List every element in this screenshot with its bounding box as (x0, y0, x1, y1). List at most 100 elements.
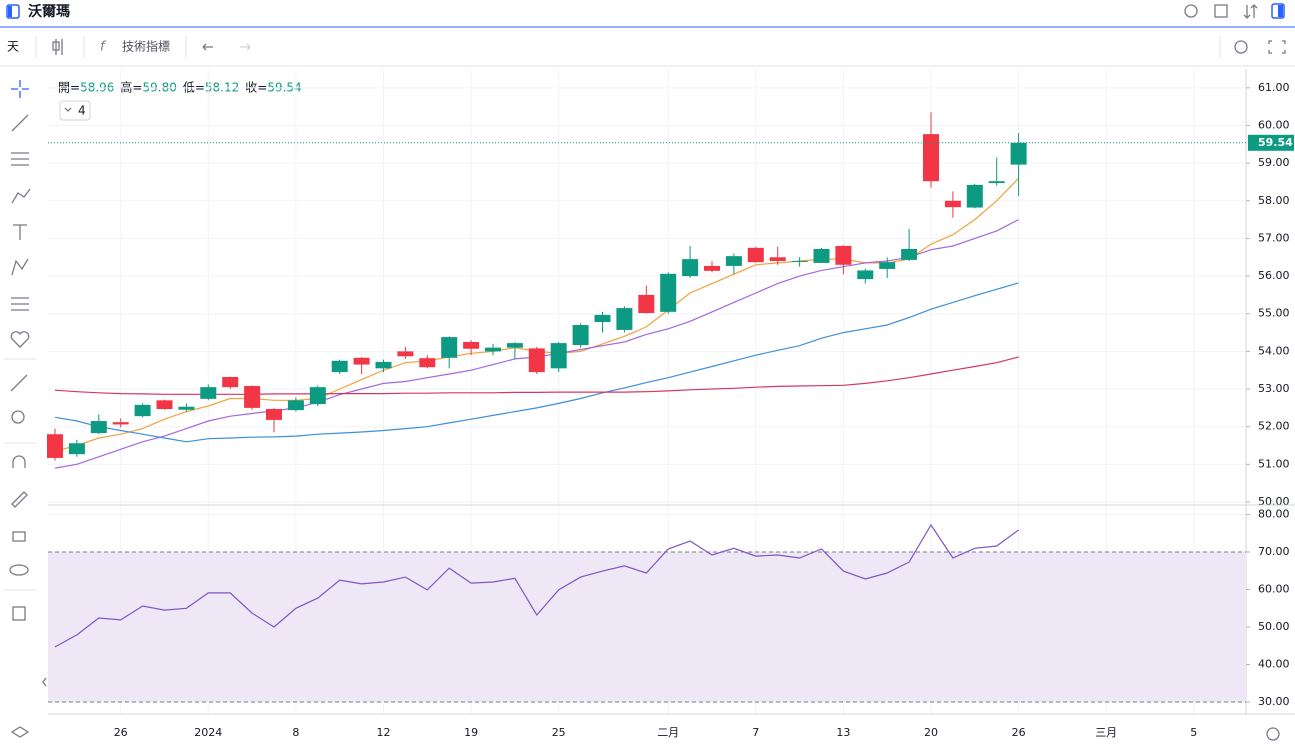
candle-body (572, 325, 589, 345)
y-tick-label: 30.00 (1258, 695, 1290, 708)
fib-tool[interactable] (11, 152, 29, 166)
panel-button-fill (1278, 5, 1283, 17)
y-tick-label: 55.00 (1258, 307, 1290, 320)
candle-body (813, 248, 830, 263)
candle-body (725, 256, 742, 266)
legend-toggle[interactable] (59, 100, 91, 121)
candle-body (68, 443, 85, 455)
ruler-tool[interactable] (10, 374, 28, 392)
candle-body (704, 265, 720, 271)
y-tick-label: 59.00 (1258, 156, 1290, 169)
lock-tool[interactable] (12, 531, 26, 542)
refresh-button[interactable] (1184, 4, 1198, 18)
collapse-arrow[interactable] (42, 677, 47, 687)
visibility-tool[interactable] (9, 564, 29, 576)
candle-body (1010, 142, 1027, 165)
candle-body (463, 341, 480, 349)
y-tick-label: 56.00 (1258, 269, 1290, 282)
fx-icon: f (100, 40, 107, 55)
x-tick-label: 二月 (657, 726, 679, 739)
x-tick-label: 20 (924, 726, 938, 739)
x-tick-label: 19 (464, 726, 478, 739)
x-tick-label: 25 (552, 726, 566, 739)
delete-tool[interactable] (12, 606, 26, 621)
candle-body (309, 387, 326, 405)
magnet-tool[interactable] (12, 455, 26, 468)
candle-body (419, 358, 436, 368)
chart-type-icon (52, 41, 60, 51)
x-tick-label: 26 (1012, 726, 1026, 739)
zoom-tool[interactable] (11, 410, 25, 424)
pattern-tool[interactable] (11, 188, 31, 204)
indicators-button[interactable]: 技術指標 (122, 39, 170, 54)
x-tick-label: 13 (836, 726, 850, 739)
axis-settings-button[interactable] (1266, 727, 1280, 741)
candle-body (266, 408, 282, 420)
y-tick-label: 61.00 (1258, 81, 1290, 94)
symbol-icon-fill (8, 6, 12, 17)
layers-button[interactable] (10, 726, 30, 738)
x-tick-label: 2024 (194, 726, 222, 739)
candle-body (857, 270, 874, 280)
lock-drawing-tool[interactable] (11, 491, 28, 508)
y-tick-label: 50.00 (1258, 495, 1290, 508)
rsi-band (48, 552, 1246, 702)
x-tick-label: 12 (377, 726, 391, 739)
layout-button[interactable] (1214, 4, 1228, 18)
candle-body (638, 294, 655, 313)
y-tick-label: 52.00 (1258, 420, 1290, 433)
candle-body (244, 386, 261, 408)
candle-body (550, 343, 567, 369)
candle-body (47, 434, 63, 458)
legend-label: 高= (120, 80, 142, 95)
crosshair-tool[interactable] (11, 80, 29, 98)
interval-button[interactable]: 天 (7, 40, 19, 54)
y-tick-label: 40.00 (1258, 658, 1290, 671)
top-bar: 沃爾瑪 (0, 3, 1295, 28)
y-tick-label: 60.00 (1258, 583, 1290, 596)
fullscreen-button[interactable] (1268, 40, 1286, 54)
candle-body (178, 406, 195, 410)
x-tick-label: 三月 (1095, 726, 1117, 739)
candle-body (791, 261, 808, 263)
candle-body (682, 259, 699, 277)
candle-body (528, 348, 545, 373)
y-tick-label: 58.00 (1258, 194, 1290, 207)
candle-body (594, 314, 611, 323)
y-tick-label: 60.00 (1258, 118, 1290, 131)
favorites-tool[interactable] (10, 331, 30, 348)
x-tick-label: 7 (752, 726, 759, 739)
candle-body (134, 404, 151, 417)
candle-body (287, 400, 304, 411)
y-tick-label: 54.00 (1258, 344, 1290, 357)
candle-body (485, 347, 501, 352)
candle-body (90, 421, 107, 434)
symbol-title: 沃爾瑪 (28, 4, 70, 20)
moving-average-line (54, 282, 1019, 443)
candle-body (988, 181, 1005, 184)
x-tick-label: 5 (1190, 726, 1197, 739)
panel-button[interactable] (1271, 3, 1285, 19)
measure-tools[interactable] (11, 297, 29, 311)
candle-body (200, 387, 217, 399)
text-tool[interactable] (13, 224, 27, 240)
trendline-tool[interactable] (11, 114, 29, 132)
candle-body (112, 422, 129, 425)
chart: 26 2024 8 12 19 25 二月 7 13 20 26 三月 5 50.00 51.00 52.00… (47, 69, 1295, 739)
redo-button[interactable] (240, 43, 251, 51)
undo-button[interactable] (202, 43, 213, 51)
forecast-tool[interactable] (11, 258, 29, 276)
candle-body (441, 337, 458, 358)
compare-button[interactable] (1243, 4, 1258, 19)
candle-body (660, 273, 677, 312)
candle-body (331, 360, 348, 373)
y-tick-label: 80.00 (1258, 508, 1290, 521)
y-tick-label: 51.00 (1258, 457, 1290, 470)
settings-button[interactable] (1234, 40, 1248, 54)
candle-body (747, 247, 764, 263)
toolbar: 天 f 技術指標 (0, 36, 1295, 67)
y-tick-label: 50.00 (1258, 620, 1290, 633)
candle-body (944, 200, 961, 208)
